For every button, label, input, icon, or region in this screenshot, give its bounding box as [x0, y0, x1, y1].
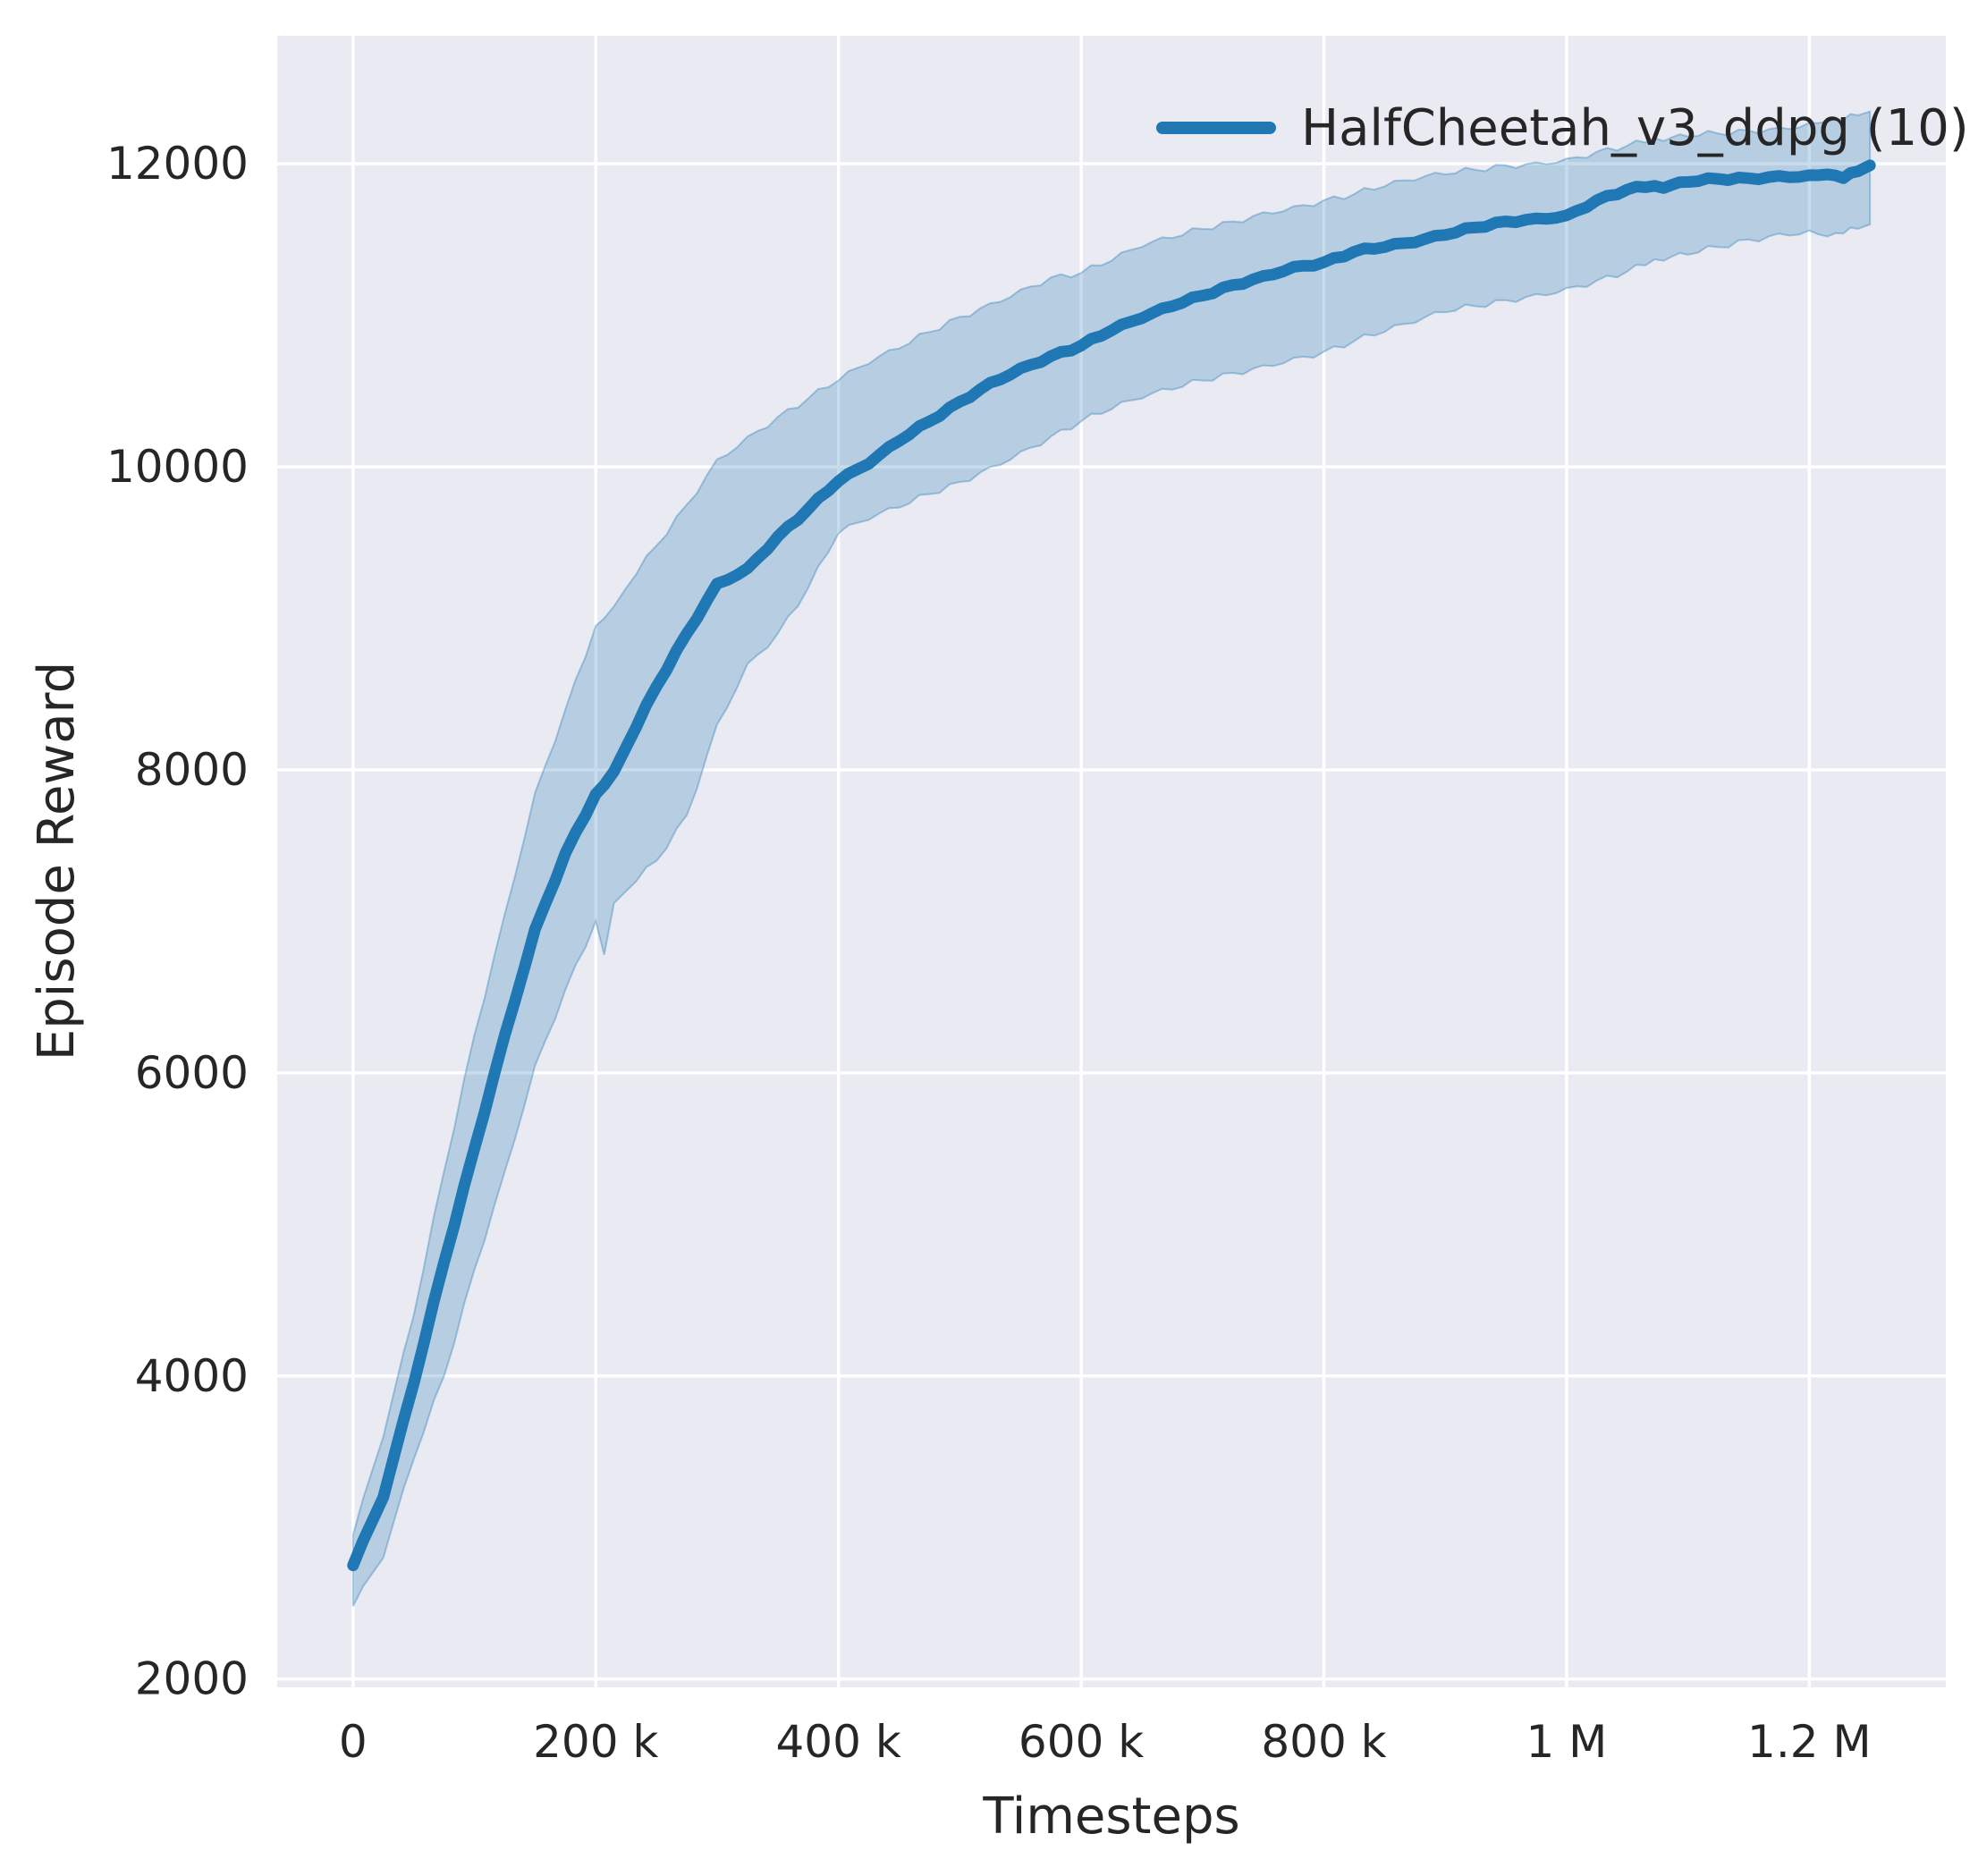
mean-line	[347, 159, 1876, 1572]
confidence-band	[351, 110, 1872, 1607]
x-tick-label: 1 M	[1526, 1716, 1607, 1768]
x-tick-label: 0	[339, 1716, 368, 1768]
y-axis-label: Episode Reward	[28, 662, 86, 1061]
x-tick-label: 600 k	[1019, 1716, 1144, 1768]
y-tick-label: 6000	[135, 1047, 249, 1099]
y-tick-label: 4000	[135, 1350, 249, 1402]
x-tick-labels: 0 200 k 400 k 600 k 800 k 1 M 1.2 M	[339, 1716, 1872, 1768]
y-tick-label: 2000	[135, 1653, 249, 1705]
grid-lines	[277, 36, 1946, 1687]
y-tick-label: 12000	[106, 138, 249, 190]
y-tick-labels: 2000 4000 6000 8000 10000 12000	[106, 138, 249, 1704]
plot-area	[277, 36, 1946, 1687]
x-tick-label: 800 k	[1261, 1716, 1386, 1768]
x-tick-label: 200 k	[533, 1716, 658, 1768]
y-tick-label: 10000	[106, 441, 249, 493]
legend-label: HalfCheetah_v3_ddpg (10)	[1301, 99, 1969, 157]
x-tick-label: 1.2 M	[1747, 1716, 1872, 1768]
x-tick-label: 400 k	[776, 1716, 901, 1768]
legend: HalfCheetah_v3_ddpg (10)	[1156, 99, 1969, 157]
y-tick-label: 8000	[135, 744, 249, 796]
x-axis-label: Timesteps	[982, 1787, 1239, 1846]
